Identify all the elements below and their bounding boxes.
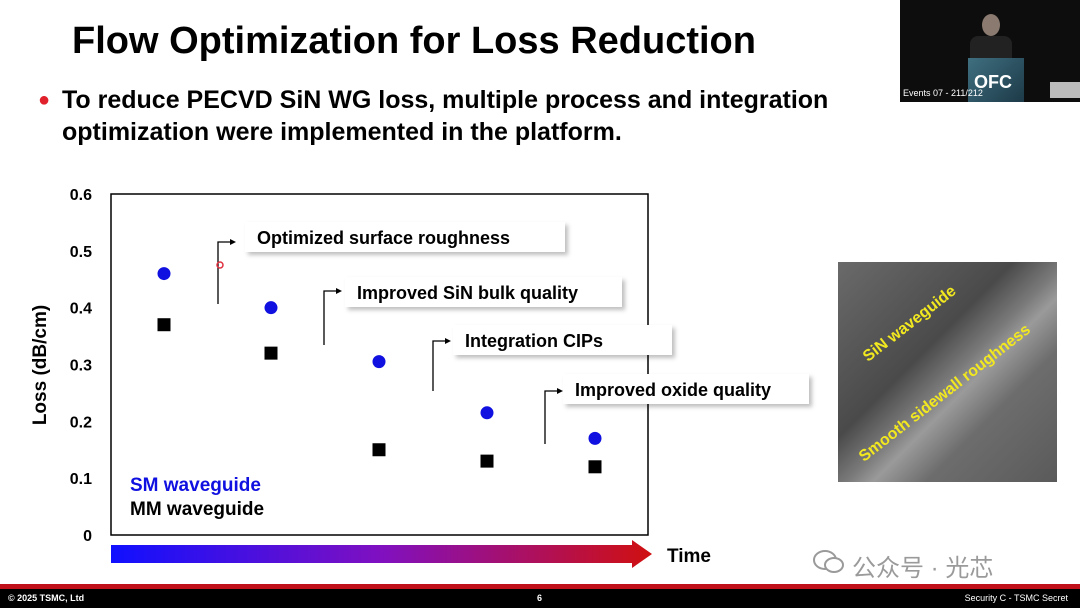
- sm-data-point: [588, 431, 602, 445]
- y-tick-label: 0.2: [70, 414, 92, 431]
- sm-data-point: [264, 301, 278, 315]
- annotation-label: Integration CIPs: [465, 331, 603, 351]
- legend-mm: MM waveguide: [130, 499, 264, 520]
- arrow-head-icon: [445, 338, 451, 344]
- annotation-label: Improved oxide quality: [575, 380, 771, 400]
- footer: © 2025 TSMC, Ltd 6 Security C - TSMC Sec…: [0, 589, 1080, 608]
- x-axis-label: Time: [667, 546, 711, 567]
- annotation-label: Optimized surface roughness: [257, 228, 510, 248]
- annotation: Improved SiN bulk quality: [323, 277, 622, 345]
- wechat-icon: [813, 550, 844, 573]
- y-tick-label: 0.5: [70, 244, 92, 261]
- podium-logo: OFC: [974, 72, 1012, 92]
- y-tick-label: 0.4: [70, 301, 92, 318]
- plot-frame: [110, 193, 649, 536]
- speaker-video: OFC Events 07 - 211/212: [900, 0, 1080, 102]
- y-axis-label: Loss (dB/cm): [30, 305, 51, 425]
- arrow-head-icon: [336, 288, 342, 294]
- y-tick-label: 0: [83, 528, 92, 545]
- y-tick-label: 0.3: [70, 358, 92, 375]
- slide-title: Flow Optimization for Loss Reduction: [72, 20, 756, 62]
- speaker-body: [970, 36, 1012, 62]
- mm-data-point: [480, 454, 494, 468]
- footer-classification: Security C - TSMC Secret: [964, 593, 1068, 603]
- annotation: Optimized surface roughness: [217, 222, 565, 304]
- arrow-head-icon: [557, 388, 563, 394]
- annotation: Integration CIPs: [432, 325, 672, 391]
- annotation-arrow: [217, 241, 230, 304]
- footer-divider: [0, 584, 1080, 589]
- page-number: 6: [537, 593, 543, 603]
- annotation-arrow: [544, 390, 557, 444]
- annotation-arrow: [432, 340, 445, 391]
- sm-data-point: [480, 406, 494, 420]
- y-tick-label: 0.6: [70, 187, 92, 204]
- legend-sm: SM waveguide: [130, 475, 261, 496]
- annotation-box: [563, 374, 809, 404]
- watermark-text: 公众号 · 光芯: [852, 555, 994, 582]
- mm-data-point: [157, 318, 171, 332]
- podium: [968, 58, 1024, 102]
- annotation-box: [245, 222, 565, 252]
- annotation: Improved oxide quality: [544, 374, 809, 444]
- sem-image: SiN waveguide Smooth sidewall roughness: [838, 262, 1057, 482]
- video-label: Events 07 - 211/212: [903, 88, 983, 98]
- annotation-arrow: [323, 290, 336, 345]
- mm-data-point: [264, 346, 278, 360]
- monitor: [1050, 82, 1080, 98]
- sem-label-waveguide: SiN waveguide: [860, 282, 960, 366]
- time-arrow: [111, 540, 652, 568]
- sm-data-point: [372, 355, 386, 369]
- footer-copyright: © 2025 TSMC, Ltd: [8, 593, 85, 603]
- laser-pointer-icon: [216, 261, 224, 269]
- bullet-text: To reduce PECVD SiN WG loss, multiple pr…: [62, 86, 829, 146]
- y-tick-label: 0.1: [70, 471, 92, 488]
- bullet-icon: ●: [38, 89, 51, 111]
- annotation-box: [345, 277, 622, 307]
- sm-data-point: [157, 267, 171, 281]
- mm-data-point: [372, 443, 386, 457]
- bullet-point: ● To reduce PECVD SiN WG loss, multiple …: [38, 84, 922, 148]
- arrow-head-icon: [230, 239, 236, 245]
- annotation-box: [453, 325, 672, 355]
- mm-data-point: [588, 460, 602, 474]
- annotation-label: Improved SiN bulk quality: [357, 283, 578, 303]
- speaker-head: [982, 14, 1000, 36]
